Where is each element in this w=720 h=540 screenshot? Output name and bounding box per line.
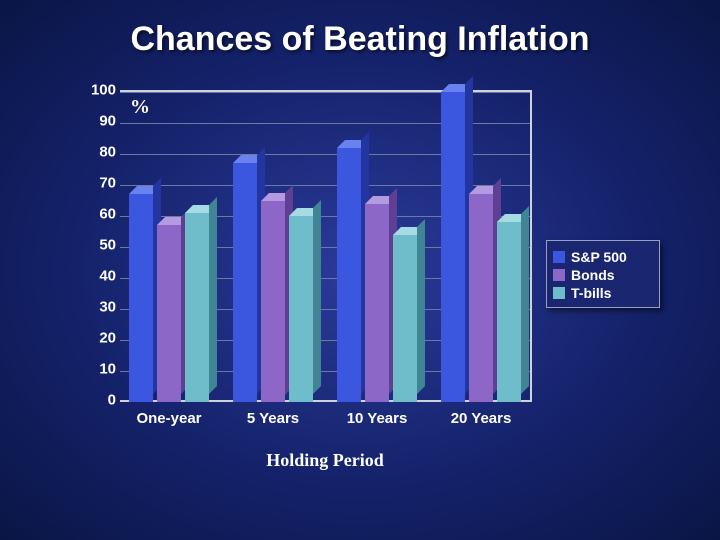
- y-tick-label: 10: [70, 361, 116, 378]
- y-tick-label: 30: [70, 299, 116, 316]
- legend-swatch: [553, 251, 565, 263]
- bar: [337, 148, 361, 402]
- legend-label: S&P 500: [571, 249, 627, 265]
- slide: Chances of Beating Inflation % 010203040…: [0, 0, 720, 540]
- plot-area: [120, 90, 532, 402]
- legend-swatch: [553, 287, 565, 299]
- slide-title: Chances of Beating Inflation: [0, 20, 720, 59]
- x-tick-label: 10 Years: [347, 410, 408, 427]
- bar: [129, 194, 153, 402]
- legend-label: T-bills: [571, 285, 611, 301]
- y-tick-label: 40: [70, 268, 116, 285]
- y-axis: 0102030405060708090100: [70, 90, 120, 400]
- bar: [365, 204, 389, 402]
- x-tick-label: One-year: [136, 410, 201, 427]
- bar: [157, 225, 181, 402]
- bar: [289, 216, 313, 402]
- legend-item: S&P 500: [553, 249, 653, 265]
- bar: [441, 92, 465, 402]
- bar: [469, 194, 493, 402]
- x-axis-title: Holding Period: [120, 450, 530, 471]
- y-tick-label: 100: [70, 82, 116, 99]
- bar: [261, 201, 285, 403]
- y-tick-label: 20: [70, 330, 116, 347]
- legend-label: Bonds: [571, 267, 615, 283]
- bar: [185, 213, 209, 402]
- y-tick-label: 0: [70, 392, 116, 409]
- legend: S&P 500 Bonds T-bills: [546, 240, 660, 308]
- y-tick-label: 80: [70, 144, 116, 161]
- legend-swatch: [553, 269, 565, 281]
- bar: [233, 163, 257, 402]
- legend-item: T-bills: [553, 285, 653, 301]
- y-tick-label: 60: [70, 206, 116, 223]
- y-tick-label: 70: [70, 175, 116, 192]
- bar: [393, 235, 417, 402]
- bar: [497, 222, 521, 402]
- x-tick-label: 20 Years: [451, 410, 512, 427]
- y-tick-label: 50: [70, 237, 116, 254]
- legend-item: Bonds: [553, 267, 653, 283]
- y-tick-label: 90: [70, 113, 116, 130]
- chart: % 0102030405060708090100 One-year5 Years…: [70, 90, 650, 490]
- x-tick-label: 5 Years: [247, 410, 299, 427]
